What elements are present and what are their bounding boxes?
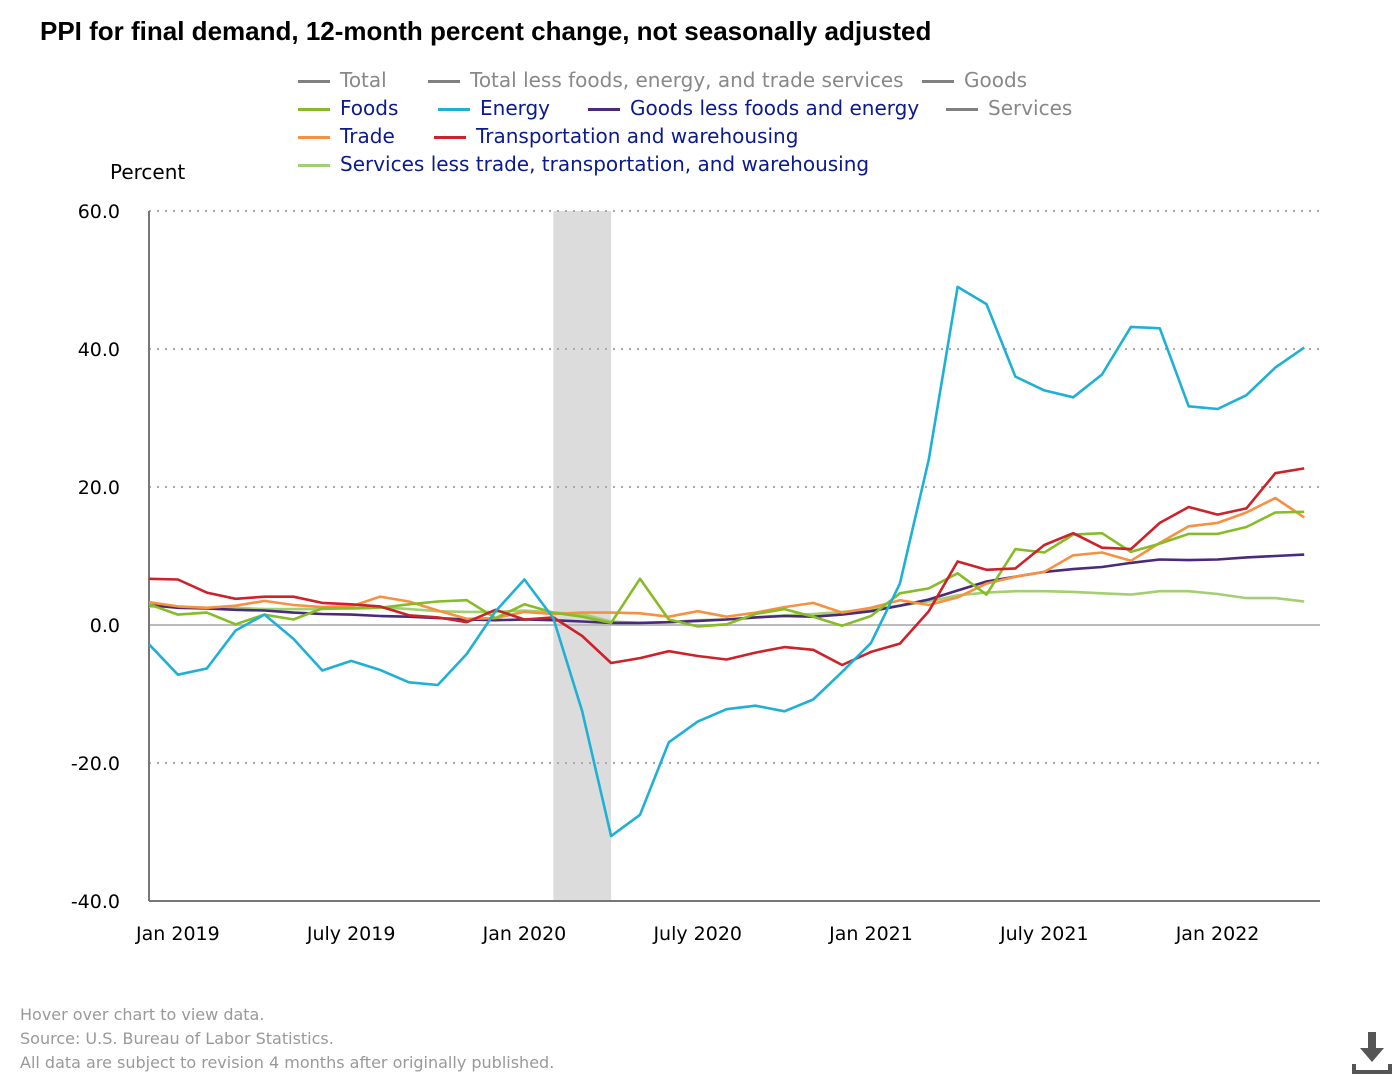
y-axis-label: Percent (110, 160, 186, 184)
legend-item[interactable]: Transportation and warehousing (434, 124, 798, 148)
y-tick-label: 60.0 (78, 201, 120, 223)
x-tick-label: Jan 2019 (135, 923, 220, 945)
series-line-foods[interactable] (148, 510, 1305, 628)
legend-swatch (434, 136, 466, 139)
recession-shading (553, 211, 612, 901)
hover-note: Hover over chart to view data. (20, 1005, 265, 1024)
footer-notes: Hover over chart to view data. Source: U… (20, 1003, 554, 1075)
revision-note: All data are subject to revision 4 month… (20, 1053, 555, 1072)
legend-item[interactable]: Total (298, 68, 387, 92)
y-tick-label: -20.0 (71, 753, 120, 775)
legend-label: Energy (480, 96, 551, 120)
legend-label: Foods (340, 96, 399, 120)
series-line-transportation-and-warehousing[interactable] (148, 467, 1305, 667)
series-line-goods-less-foods-and-energy[interactable] (148, 553, 1305, 625)
download-icon[interactable] (1352, 1030, 1392, 1074)
legend-swatch (298, 80, 330, 83)
legend-item[interactable]: Goods less foods and energy (588, 96, 919, 120)
legend-item[interactable]: Foods (298, 96, 398, 120)
y-tick-label: 0.0 (90, 615, 120, 637)
x-tick-label: July 2020 (652, 923, 742, 945)
series-line-energy[interactable] (148, 285, 1305, 838)
x-tick-label: July 2019 (306, 923, 396, 945)
legend-item[interactable]: Trade (298, 124, 395, 148)
legend-swatch (946, 108, 978, 111)
legend-label: Transportation and warehousing (476, 124, 799, 148)
legend-label: Goods (964, 68, 1028, 92)
legend-item[interactable]: Energy (438, 96, 550, 120)
legend-swatch (298, 108, 330, 111)
legend-item[interactable]: Services less trade, transportation, and… (298, 152, 869, 176)
x-tick-label: July 2021 (999, 923, 1089, 945)
legend-label: Services (988, 96, 1073, 120)
legend-item[interactable]: Total less foods, energy, and trade serv… (428, 68, 904, 92)
plot-area[interactable]: 60.0 40.0 20.0 0.0 -20.0 -40.0 Jan 2019 July 20… (0, 0, 1400, 1000)
x-tick-label: Jan 2021 (828, 923, 913, 945)
legend-swatch (922, 80, 954, 83)
legend-swatch (438, 108, 470, 111)
series-line-trade[interactable] (148, 496, 1305, 621)
legend-label: Trade (340, 124, 395, 148)
y-tick-label: 40.0 (78, 339, 120, 361)
source-note: Source: U.S. Bureau of Labor Statistics. (20, 1029, 334, 1048)
legend-swatch (298, 136, 330, 139)
legend-swatch (588, 108, 620, 111)
legend-item[interactable]: Goods (922, 68, 1027, 92)
y-tick-label: -40.0 (71, 891, 120, 913)
chart-title: PPI for final demand, 12-month percent c… (40, 16, 932, 46)
legend-label: Total (340, 68, 387, 92)
x-tick-label: Jan 2022 (1175, 923, 1260, 945)
legend-swatch (298, 164, 330, 167)
legend-swatch (428, 80, 460, 83)
legend-item[interactable]: Services (946, 96, 1072, 120)
legend-label: Services less trade, transportation, and… (340, 152, 870, 176)
x-tick-label: Jan 2020 (482, 923, 567, 945)
legend-label: Total less foods, energy, and trade serv… (470, 68, 904, 92)
legend-label: Goods less foods and energy (630, 96, 920, 120)
y-tick-label: 20.0 (78, 477, 120, 499)
